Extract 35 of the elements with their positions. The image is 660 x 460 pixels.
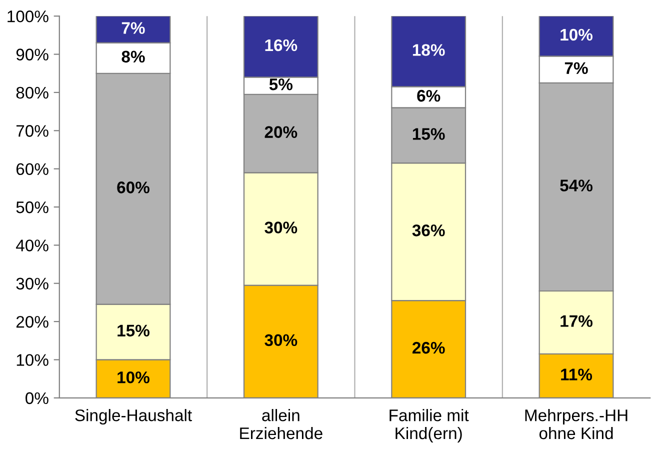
y-tick-label: 90% — [16, 48, 48, 60]
data-label: 10% — [560, 28, 593, 41]
x-tick-label: Single-Haushalt — [75, 409, 192, 425]
data-label: 17% — [560, 315, 593, 327]
data-label: 7% — [564, 62, 588, 74]
data-label: 11% — [561, 368, 592, 380]
data-label: 18% — [412, 44, 445, 56]
data-label: 30% — [264, 334, 298, 346]
y-tick-label: 100% — [8, 10, 48, 22]
data-label: 26% — [412, 342, 445, 354]
data-label: 16% — [265, 39, 298, 52]
x-tick-label: allein Erziehende — [240, 409, 322, 440]
data-label: 6% — [417, 90, 440, 102]
data-label: 36% — [412, 224, 445, 236]
data-label: 20% — [264, 126, 298, 138]
x-tick-label: Mehrpers.-HH ohne Kind — [525, 409, 628, 440]
y-tick-label: 60% — [16, 163, 48, 176]
y-tick-label: 50% — [16, 201, 48, 214]
y-tick-label: 80% — [16, 86, 48, 99]
y-tick-label: 70% — [16, 125, 48, 137]
y-tick-label: 0% — [26, 392, 48, 404]
data-label: 8% — [122, 50, 145, 63]
data-label: 15% — [412, 128, 445, 140]
data-label: 60% — [117, 182, 150, 194]
data-label: 30% — [264, 222, 298, 234]
data-label: 10% — [118, 371, 150, 384]
data-label: 7% — [122, 22, 145, 34]
x-tick-label: Familie mit Kind(ern) — [390, 409, 469, 442]
data-label: 5% — [269, 78, 293, 90]
y-tick-label: 10% — [16, 354, 48, 366]
data-label: 15% — [118, 324, 150, 337]
data-label: 54% — [560, 180, 593, 192]
y-tick-label: 40% — [16, 240, 48, 252]
y-tick-label: 20% — [16, 316, 48, 328]
y-tick-label: 30% — [16, 278, 48, 290]
